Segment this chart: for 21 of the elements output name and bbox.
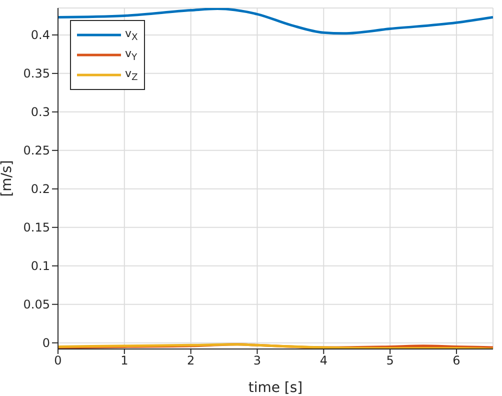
y-tick-label: 0.3	[30, 105, 50, 120]
y-tick-label: 0.4	[30, 28, 50, 42]
legend-label: v$_{X}$	[125, 26, 138, 44]
y-tick-label: 0.1	[30, 259, 50, 274]
x-tick-label: 1	[120, 354, 128, 368]
y-tick-label: 0.05	[23, 298, 50, 312]
x-tick-label: 5	[386, 354, 394, 368]
y-tick-label: 0.15	[23, 220, 50, 235]
legend-label: v$_{Z}$	[125, 66, 138, 84]
x-tick-label: 0	[54, 354, 62, 368]
y-axis-title: [m/s]	[0, 160, 15, 197]
x-tick-label: 3	[253, 354, 262, 368]
y-tick-label: 0.2	[30, 182, 50, 196]
y-tick-label: 0.25	[23, 144, 50, 158]
x-tick-label: 6	[452, 354, 460, 368]
x-tick-label: 2	[187, 354, 195, 368]
x-axis-title: time [s]	[248, 380, 303, 396]
legend-label: v$_{Y}$	[125, 46, 138, 64]
y-tick-label: 0	[42, 336, 50, 350]
y-tick-label: 0.35	[23, 66, 50, 81]
x-tick-label: 4	[320, 354, 328, 368]
